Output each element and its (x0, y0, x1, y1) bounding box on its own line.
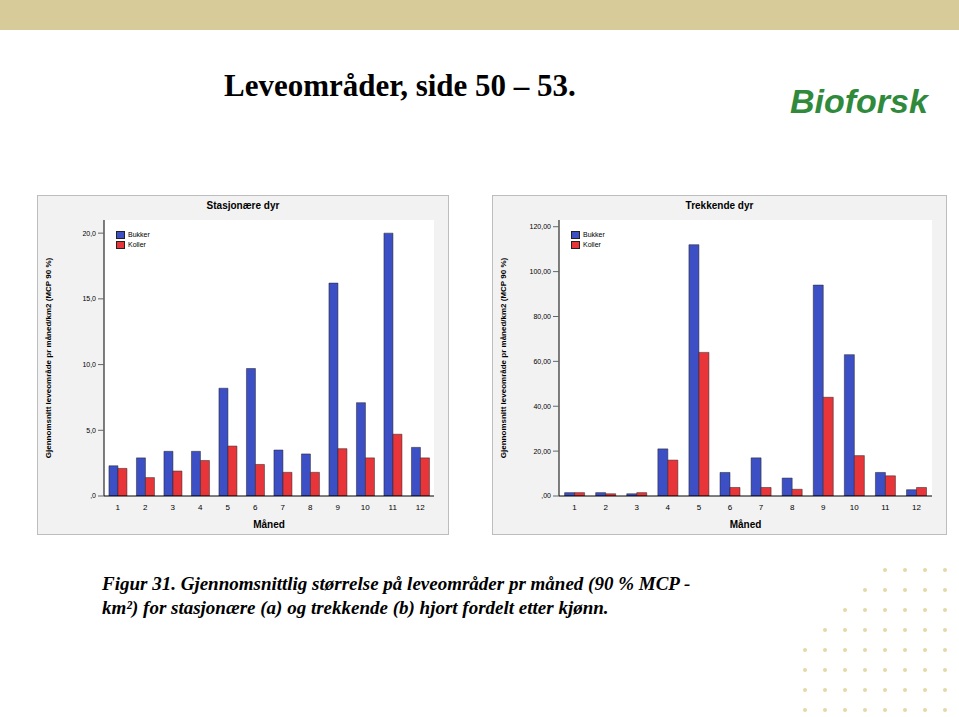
svg-text:6: 6 (253, 503, 258, 512)
html-text:Leveområder, side 50 – 53.: Leveområder, side 50 – 53. (224, 68, 576, 103)
svg-text:2: 2 (603, 503, 608, 512)
svg-text:40,00: 40,00 (533, 403, 551, 410)
svg-text:11: 11 (389, 503, 398, 512)
html-text:Koller: Koller (583, 241, 601, 248)
svg-text:7: 7 (281, 503, 286, 512)
svg-text:9: 9 (821, 503, 826, 512)
svg-text:20,0: 20,0 (82, 230, 96, 237)
svg-text:5: 5 (226, 503, 231, 512)
html-text:Stasjonære dyr: Stasjonære dyr (206, 200, 280, 211)
html-text:Figur 31. Gjennomsnittlig stør: Figur 31. Gjennomsnittlig størrelse på l… (102, 573, 691, 594)
svg-text:80,00: 80,00 (533, 313, 551, 320)
svg-text:2: 2 (143, 503, 148, 512)
svg-text:10,0: 10,0 (82, 361, 96, 368)
svg-text:10: 10 (361, 503, 370, 512)
svg-text:100,00: 100,00 (530, 268, 552, 275)
svg-text:12: 12 (416, 503, 425, 512)
svg-text:120,00: 120,00 (530, 223, 552, 230)
svg-text:Måned: Måned (253, 519, 285, 530)
svg-text:11: 11 (881, 503, 890, 512)
svg-text:12: 12 (912, 503, 921, 512)
svg-text:,00: ,00 (541, 492, 551, 499)
svg-text:3: 3 (171, 503, 176, 512)
html-text:Bioforsk: Bioforsk (790, 82, 928, 120)
svg-text:1: 1 (572, 503, 577, 512)
svg-text:3: 3 (634, 503, 639, 512)
svg-text:,0: ,0 (90, 492, 96, 499)
svg-text:60,00: 60,00 (533, 358, 551, 365)
svg-text:1: 1 (116, 503, 121, 512)
svg-text:4: 4 (666, 503, 671, 512)
svg-text:10: 10 (850, 503, 859, 512)
svg-text:15,0: 15,0 (82, 295, 96, 302)
svg-text:4: 4 (198, 503, 203, 512)
html-text:Bukker: Bukker (128, 231, 150, 238)
svg-text:7: 7 (759, 503, 764, 512)
html-text:Bukker: Bukker (583, 231, 605, 238)
svg-text:9: 9 (336, 503, 341, 512)
svg-text:5: 5 (697, 503, 702, 512)
svg-text:Gjennomsnitt leveområde pr mån: Gjennomsnitt leveområde pr måned/km2 (MC… (44, 257, 53, 458)
svg-text:5,0: 5,0 (86, 427, 96, 434)
svg-text:Måned: Måned (730, 519, 762, 530)
html-text:Trekkende dyr: Trekkende dyr (685, 200, 754, 211)
svg-text:8: 8 (790, 503, 795, 512)
html-text:Koller: Koller (128, 241, 146, 248)
svg-text:8: 8 (308, 503, 313, 512)
svg-text:Gjennomsnitt leveområde pr mån: Gjennomsnitt leveområde pr måned/km2 (MC… (499, 257, 508, 458)
html-text:km²) for stasjonære (a) og tre: km²) for stasjonære (a) og trekkende (b)… (102, 597, 609, 618)
svg-text:20,00: 20,00 (533, 448, 551, 455)
svg-text:6: 6 (728, 503, 733, 512)
